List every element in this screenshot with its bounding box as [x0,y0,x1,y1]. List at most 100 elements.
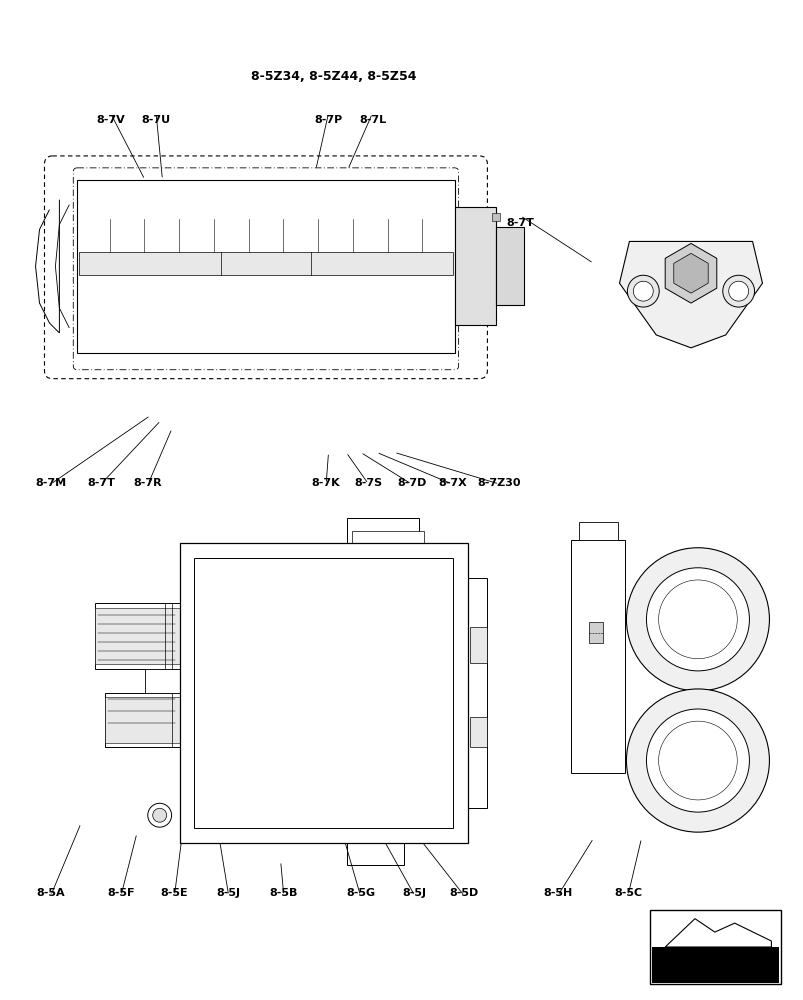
Bar [454,207,495,325]
Bar [194,558,452,828]
Ellipse shape [95,197,124,219]
Bar [588,622,602,643]
Ellipse shape [136,302,153,313]
Bar [352,531,424,543]
Circle shape [474,684,480,690]
Ellipse shape [414,202,430,214]
Ellipse shape [407,197,437,219]
Polygon shape [619,241,761,348]
Ellipse shape [268,315,298,335]
Circle shape [153,808,166,822]
Ellipse shape [171,302,187,313]
Ellipse shape [240,320,256,330]
Ellipse shape [337,315,367,335]
Ellipse shape [171,320,187,330]
Circle shape [626,689,768,832]
Ellipse shape [310,302,326,313]
Ellipse shape [268,197,298,219]
Circle shape [658,721,736,800]
Text: 8-7D: 8-7D [397,478,426,488]
Text: 8-5D: 8-5D [449,888,479,898]
Ellipse shape [206,302,222,313]
Ellipse shape [275,320,291,330]
Text: 8-7R: 8-7R [133,478,162,488]
Ellipse shape [206,320,222,330]
Text: 8-7T: 8-7T [87,478,115,488]
Bar [194,708,234,743]
Circle shape [148,803,171,827]
Ellipse shape [129,297,159,317]
Bar [105,693,179,747]
Ellipse shape [337,297,367,317]
Bar [650,910,781,984]
Text: 8-7U: 8-7U [141,115,170,125]
Ellipse shape [234,197,263,219]
Text: 8-5J: 8-5J [402,888,426,898]
Bar [467,578,487,808]
Bar [346,843,404,865]
Polygon shape [664,919,770,947]
Circle shape [626,275,658,307]
Text: 8-5E: 8-5E [161,888,188,898]
Ellipse shape [344,320,361,330]
Bar [179,543,467,843]
Ellipse shape [95,297,124,317]
Ellipse shape [164,197,194,219]
Text: 8-7Z30: 8-7Z30 [477,478,520,488]
Ellipse shape [268,297,298,317]
Bar [145,669,179,693]
Bar [469,717,487,747]
Bar [570,540,625,773]
Bar [77,180,454,353]
Ellipse shape [95,315,124,335]
Ellipse shape [414,320,430,330]
Ellipse shape [129,197,159,219]
Ellipse shape [164,315,194,335]
Bar [346,518,418,543]
Ellipse shape [199,315,228,335]
Ellipse shape [136,202,153,214]
Ellipse shape [136,320,153,330]
Bar [651,947,778,983]
Ellipse shape [129,315,159,335]
Text: 8-5F: 8-5F [107,888,135,898]
Ellipse shape [407,315,437,335]
Ellipse shape [101,320,117,330]
Ellipse shape [171,202,187,214]
Bar [95,608,179,664]
Ellipse shape [379,302,395,313]
Bar [105,697,179,743]
Ellipse shape [199,297,228,317]
Ellipse shape [303,315,332,335]
Text: 8-7M: 8-7M [35,478,66,488]
Bar [469,627,487,663]
Circle shape [728,281,748,301]
Polygon shape [673,253,707,293]
Ellipse shape [275,302,291,313]
Ellipse shape [303,297,332,317]
Text: 8-5B: 8-5B [269,888,298,898]
Circle shape [722,275,753,307]
Text: 8-7L: 8-7L [358,115,385,125]
Ellipse shape [379,202,395,214]
Circle shape [633,281,653,301]
Bar [491,213,499,221]
Ellipse shape [310,202,326,214]
Ellipse shape [344,302,361,313]
Ellipse shape [303,197,332,219]
Circle shape [646,568,748,671]
Text: 8-7T: 8-7T [506,218,533,228]
Text: 8-7K: 8-7K [312,478,340,488]
Polygon shape [664,243,716,303]
Ellipse shape [234,315,263,335]
Circle shape [646,709,748,812]
Ellipse shape [414,302,430,313]
Ellipse shape [275,202,291,214]
Ellipse shape [373,297,402,317]
Text: 8-5C: 8-5C [613,888,642,898]
Bar [578,522,617,540]
Text: 8-5A: 8-5A [36,888,65,898]
Circle shape [626,548,768,691]
Ellipse shape [101,302,117,313]
Ellipse shape [101,202,117,214]
